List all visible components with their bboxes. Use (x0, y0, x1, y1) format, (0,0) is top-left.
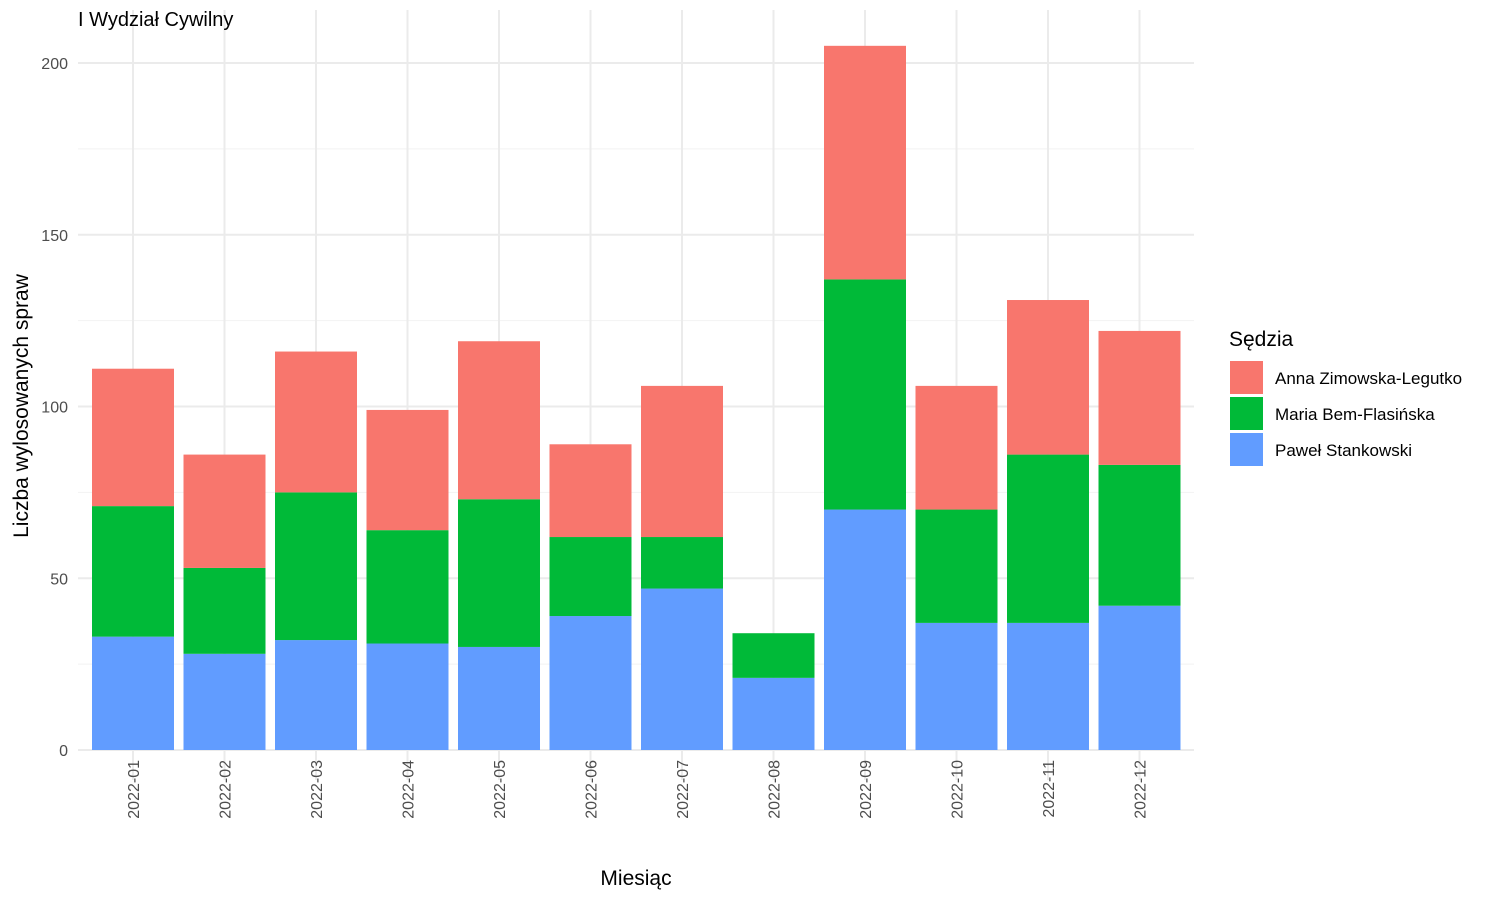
y-axis-label: Liczba wylosowanych spraw (10, 273, 33, 538)
x-axis-label: Miesiąc (600, 867, 671, 890)
bar-segment (366, 530, 449, 644)
bar-segment (1098, 464, 1181, 606)
x-tick-label: 2022-09 (858, 760, 875, 819)
legend-swatch (1230, 397, 1263, 430)
x-tick-label: 2022-07 (675, 760, 692, 819)
bar-segment (549, 444, 632, 538)
bar-segment (366, 643, 449, 750)
x-tick-label: 2022-10 (950, 760, 967, 819)
bar-segment (275, 492, 357, 641)
legend-swatch (1230, 433, 1263, 466)
legend-label: Paweł Stankowski (1275, 441, 1412, 460)
bar-segment (92, 368, 174, 507)
x-tick-label: 2022-06 (584, 760, 601, 819)
x-tick-label: 2022-05 (492, 760, 509, 819)
bar-segment (824, 509, 906, 750)
bar-segment (458, 341, 540, 500)
bar-segment (824, 279, 906, 510)
x-tick-label: 2022-01 (126, 760, 143, 819)
y-tick-label: 150 (41, 228, 68, 245)
legend: Sędzia Anna Zimowska-Legutko Maria Bem-Fl… (1229, 328, 1462, 466)
x-tick-label: 2022-03 (309, 760, 326, 819)
bar-segment (549, 616, 632, 750)
x-tick-label: 2022-12 (1133, 760, 1150, 819)
x-tick-label: 2022-08 (767, 760, 784, 819)
bar-segment (915, 622, 998, 750)
bar-segment (641, 537, 723, 589)
bar-segment (1098, 605, 1181, 750)
y-tick-label: 200 (41, 56, 68, 73)
legend-label: Anna Zimowska-Legutko (1275, 369, 1462, 388)
bar-segment (1007, 454, 1089, 623)
x-tick-label: 2022-02 (218, 760, 235, 819)
bar-segment (92, 506, 174, 637)
axes: 0 50 100 150 200 2022-01 2022-02 2022-03 2022-04… (41, 56, 1149, 819)
bar-segment (549, 537, 632, 617)
chart-title: I Wydział Cywilny (78, 9, 233, 31)
bar-segment (641, 385, 723, 538)
bar-segment (183, 454, 266, 568)
bar-segment (732, 633, 815, 678)
y-tick-label: 0 (59, 743, 68, 760)
legend-label: Maria Bem-Flasińska (1275, 405, 1435, 424)
bars (92, 45, 1181, 750)
x-tick-label: 2022-04 (401, 760, 418, 819)
bar-segment (732, 677, 815, 750)
y-tick-label: 50 (50, 571, 68, 588)
bar-segment (915, 509, 998, 623)
bar-segment (641, 588, 723, 750)
x-tick-label: 2022-11 (1041, 760, 1058, 818)
bar-segment (1007, 622, 1089, 750)
bar-segment (366, 409, 449, 531)
bar-segment (1098, 330, 1181, 465)
bar-segment (1007, 300, 1089, 455)
bar-segment (458, 646, 540, 750)
bar-segment (275, 640, 357, 750)
bar-segment (824, 45, 906, 280)
bar-segment (275, 351, 357, 493)
bar-segment (92, 636, 174, 750)
y-tick-label: 100 (41, 400, 68, 417)
bar-segment (183, 567, 266, 654)
bar-segment (915, 385, 998, 510)
legend-title: Sędzia (1229, 328, 1294, 351)
bar-segment (183, 653, 266, 750)
bar-segment (458, 499, 540, 647)
legend-swatch (1230, 361, 1263, 394)
